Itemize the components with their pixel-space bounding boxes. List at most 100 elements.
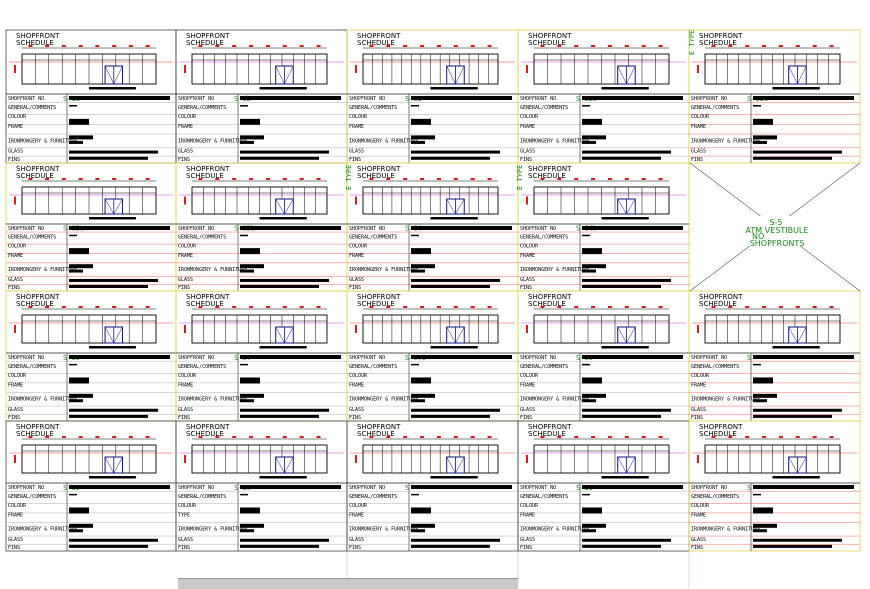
dimension-tag [453, 178, 458, 180]
door-swing [113, 198, 123, 215]
table-label: FRAME [178, 124, 193, 130]
dimension-tag [265, 45, 270, 47]
dimension-tag [299, 178, 304, 180]
dimension-tag [45, 178, 50, 180]
height-tag [14, 455, 16, 463]
table-label: FRAME [8, 382, 23, 388]
dimension-tag [574, 306, 579, 308]
dimension-tag [607, 436, 612, 438]
value-bar [69, 226, 170, 230]
door-swing [284, 326, 294, 344]
door-swing [104, 456, 115, 474]
table-label: SHOPFRONT NO [520, 485, 556, 491]
value-bar [69, 493, 77, 496]
dimension-tag [145, 306, 150, 308]
dimension-tag [829, 45, 834, 47]
door-swing [626, 326, 636, 344]
table-label: FRAME [520, 253, 535, 259]
card-heading: SHOPFRONT [528, 32, 572, 40]
value-bar [753, 135, 777, 140]
card-heading: SCHEDULE [186, 300, 224, 308]
card-heading: SCHEDULE [357, 39, 395, 47]
value-bar [411, 529, 425, 533]
dimension-tag [369, 45, 374, 47]
card-heading: SHOPFRONT [186, 423, 230, 431]
dimension-tag [128, 306, 133, 308]
dimension-tag [762, 45, 767, 47]
table-label: IRONMONGERY & FURNITURE [178, 267, 247, 273]
card-heading: SHOPFRONT [528, 293, 572, 301]
value-bar [69, 140, 83, 144]
dimension-tag [232, 178, 237, 180]
dimension-tag [487, 436, 492, 438]
value-bar [240, 248, 260, 255]
type-tag: E TYPE [516, 165, 524, 190]
value-bar [411, 408, 500, 412]
door-swing [455, 198, 465, 215]
door-swing [446, 198, 456, 215]
table-label: GLASS [8, 407, 23, 413]
value-bar [411, 399, 425, 403]
value-bar [411, 234, 419, 237]
value-bar [240, 96, 341, 100]
value-bar [411, 278, 500, 282]
value-bar [411, 105, 419, 107]
dimension-tag [641, 306, 646, 308]
card-heading: SCHEDULE [16, 430, 54, 438]
elevation-title-bar [430, 476, 478, 479]
dimension-tag [487, 45, 492, 47]
dimension-tag [145, 436, 150, 438]
door-swing [275, 456, 285, 474]
card-heading: SCHEDULE [357, 430, 395, 438]
value-bar [69, 399, 83, 403]
value-bar [753, 355, 854, 359]
dimension-tag [591, 436, 596, 438]
table-label: SHOPFRONT NO [178, 355, 214, 361]
value-bar [69, 377, 89, 384]
dimension-tag [745, 436, 750, 438]
value-bar [69, 150, 158, 154]
table-label: GLASS [520, 537, 535, 543]
table-label: COLOUR [8, 373, 27, 379]
value-bar [582, 278, 671, 282]
dimension-tag [540, 436, 545, 438]
dimension-tag [61, 45, 66, 47]
table-label: IRONMONGERY & FURNITURE [178, 138, 247, 144]
dimension-tag [778, 306, 783, 308]
type-tag: E TYPE [688, 30, 696, 55]
card-border [688, 420, 861, 552]
table-label: GENERAL/COMMENTS [349, 364, 397, 370]
door-swing [284, 65, 294, 85]
value-bar [753, 118, 773, 125]
door-swing [455, 65, 465, 85]
door-swing [455, 456, 465, 474]
door-swing [104, 65, 115, 85]
table-label: SHOPFRONT NO [8, 355, 44, 361]
value-bar [69, 156, 148, 160]
value-bar [582, 284, 661, 288]
dimension-tag [232, 45, 237, 47]
value-bar [582, 377, 602, 384]
dimension-tag [249, 45, 254, 47]
card-heading: SCHEDULE [528, 300, 566, 308]
value-bar [753, 529, 767, 533]
value-bar [69, 105, 77, 107]
table-label: SHOPFRONT NO [8, 96, 44, 102]
dimension-tag [658, 178, 663, 180]
value-bar [753, 377, 773, 384]
door-swing [788, 456, 798, 474]
table-label: IRONMONGERY & FURNITURE [691, 138, 760, 144]
height-tag [184, 325, 186, 333]
value-bar [582, 493, 590, 496]
card-heading: SHOPFRONT [699, 423, 743, 431]
card-heading: SCHEDULE [528, 172, 566, 180]
height-tag [697, 325, 699, 333]
dimension-tag [232, 436, 237, 438]
door-swing [275, 326, 285, 344]
table-label: GENERAL/COMMENTS [178, 105, 226, 111]
